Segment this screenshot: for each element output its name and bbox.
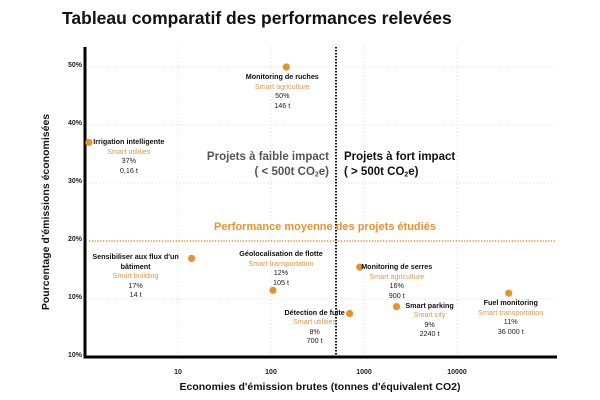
y-axis-label: Pourcentage d'émissions économisées [40,113,52,311]
zone-label-low-impact: Projets à faible impact ( < 500t CO2e) [207,150,329,183]
point-category: Smart building [112,271,159,281]
point-label: Géolocalisation de flotte Smart transport… [226,249,336,287]
data-point [505,289,513,297]
x-tick-label: 10 [174,369,182,376]
point-category: Smart transportation [248,258,314,268]
x-axis-label: Economies d'émission brutes (tonnes d'éq… [179,381,461,393]
point-name: Smart parking [405,300,454,310]
point-percentage: 16% [389,281,404,291]
chart-title: Tableau comparatif des performances rele… [62,8,452,28]
y-tick-label: 30% [67,178,82,185]
point-tonnes: 36 000 t [497,326,524,336]
zone-label-high-impact: Projets à fort impact ( > 500t CO2e) [344,150,455,183]
zone-high-title: Projets à fort impact [344,151,456,163]
point-tonnes: 105 t [272,277,289,287]
points [85,63,513,318]
data-point [187,254,196,262]
point-name: Monitoring de serres [361,262,433,272]
data-point [85,138,93,146]
y-tick-label: 20% [67,236,82,243]
point-category: Smart agriculture [369,271,425,281]
point-label: Sensibiliser aux flux d'un bâtiment Smart… [91,252,181,300]
y-tick-label: 50% [67,62,82,69]
zone-high-threshold: ( > 500t CO2e) [344,166,419,179]
point-name: Monitoring de ruches [245,72,319,81]
point-category: Smart utilities [107,146,151,156]
point-percentage: 17% [128,280,143,290]
point-percentage: 8% [309,326,320,336]
point-percentage: 12% [273,268,289,278]
zone-low-threshold: ( < 500t CO2e) [254,166,329,179]
point-name: Géolocalisation de flotte [239,249,323,259]
point-tonnes: 146 t [274,100,291,110]
y-tick-label: 10% [67,294,82,301]
point-tonnes: 0,16 t [119,165,138,175]
data-point [345,309,354,318]
data-point [282,63,290,71]
axes [83,47,557,359]
x-tick-label: 1000 [356,369,372,376]
x-tick-label: 100 [265,369,277,376]
point-tonnes: 900 t [388,290,405,300]
point-label: Monitoring de serres Smart agriculture 16%… [342,262,452,300]
data-point [392,302,401,311]
point-name: Irrigation intelligente [93,137,165,147]
point-tonnes: 14 t [129,290,142,300]
y-tick-label: 40% [67,120,82,127]
data-point [269,286,277,294]
point-label: Irrigation intelligente Smart utilities 37… [74,137,184,175]
point-percentage: 9% [424,319,435,329]
point-label: Smart parking Smart city 9% 2240 t [375,301,485,339]
point-label: Fuel monitoring Smart transportation 11% 36… [456,298,566,336]
point-category: Smart city [413,310,446,320]
point-name: Détection de fuite [284,307,345,317]
data-point [356,263,364,271]
average-line-label: Performance moyenne des projets étudiés [214,221,436,233]
point-tonnes: 700 t [306,336,323,345]
grid [85,47,555,357]
point-name: Sensibiliser aux flux d'un bâtiment [92,252,179,271]
point-percentage: 50% [275,91,290,100]
point-category: Smart utilities [293,317,337,326]
point-tonnes: 2240 t [419,329,440,339]
point-category: Smart transportation [478,307,544,317]
point-category: Smart agriculture [254,81,310,91]
point-label: Monitoring de ruches Smart agriculture 50%… [227,72,337,110]
point-name: Fuel monitoring [483,298,538,308]
point-label: Détection de fuite Smart utilities 8% 700 t [260,308,370,346]
zone-low-title: Projets à faible impact [206,151,329,163]
point-percentage: 37% [121,156,137,166]
x-tick-label: 10000 [447,369,467,376]
point-percentage: 11% [503,317,518,327]
y-tick-label: 10% [67,352,82,359]
